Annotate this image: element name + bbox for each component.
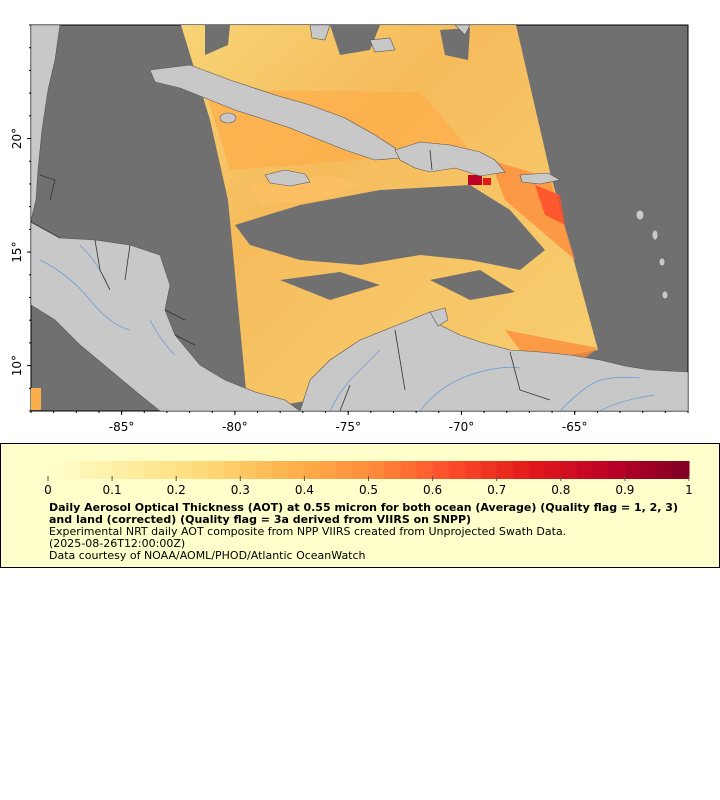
lat-tick-label: 20° xyxy=(10,128,24,149)
colorbar-cell xyxy=(64,461,81,479)
colorbar-tick-label: 0.5 xyxy=(359,483,378,497)
colorbar-tick-label: 0.9 xyxy=(615,483,634,497)
colorbar-tick-label: 0.3 xyxy=(231,483,250,497)
colorbar-cell xyxy=(240,461,257,479)
colorbar-cell xyxy=(96,461,113,479)
colorbar-cell xyxy=(80,461,97,479)
colorbar-cell xyxy=(224,461,241,479)
colorbar-cell xyxy=(448,461,466,479)
colorbar-cell xyxy=(416,461,434,479)
colorbar-tick-label: 0.1 xyxy=(103,483,122,497)
lon-tick-label: -85° xyxy=(109,420,135,434)
colorbar-cell xyxy=(384,461,402,479)
colorbar-cell xyxy=(624,461,642,479)
lon-tick-label: -65° xyxy=(562,420,588,434)
colorbar-tick-label: 0.4 xyxy=(295,483,314,497)
colorbar-cell xyxy=(160,461,177,479)
colorbar-cell xyxy=(640,461,658,479)
lat-tick-label: 15° xyxy=(10,241,24,262)
lon-tick-label: -75° xyxy=(335,420,361,434)
colorbar: 0 0.1 0.2 0.3 0.4 0.5 0.6 0.7 0.8 0.9 1 xyxy=(44,461,693,497)
colorbar-cell xyxy=(128,461,145,479)
colorbar-tick-label: 0 xyxy=(44,483,52,497)
country-borders xyxy=(31,149,551,411)
colorbar-cell xyxy=(608,461,626,479)
colorbar-tick-label: 1 xyxy=(685,483,693,497)
legend-subtitle: Experimental NRT daily AOT composite fro… xyxy=(49,525,567,538)
colorbar-cell xyxy=(192,461,209,479)
colorbar-cell xyxy=(112,461,129,479)
colorbar-cell xyxy=(480,461,498,479)
colorbar-cell xyxy=(320,461,337,479)
colorbar-cell xyxy=(592,461,610,479)
legend-title: Daily Aerosol Optical Thickness (AOT) at… xyxy=(49,501,678,526)
colorbar-cell xyxy=(304,461,321,479)
colorbar-cell xyxy=(256,461,273,479)
colorbar-cell xyxy=(672,461,690,479)
colorbar-tick-label: 0.8 xyxy=(551,483,570,497)
colorbar-cell xyxy=(544,461,562,479)
colorbar-cell xyxy=(400,461,418,479)
colorbar-cell xyxy=(208,461,225,479)
colorbar-cell xyxy=(176,461,193,479)
colorbar-cell xyxy=(656,461,674,479)
legend-credit: Data courtesy of NOAA/AOML/PHOD/Atlantic… xyxy=(49,549,366,562)
lat-tick-label: 10° xyxy=(10,355,24,376)
colorbar-cell xyxy=(352,461,369,479)
land-mass-icon xyxy=(31,25,688,411)
colorbar-tick-label: 0.6 xyxy=(423,483,442,497)
colorbar-cell xyxy=(48,461,65,479)
colorbar-tick-label: 0.7 xyxy=(487,483,506,497)
lon-tick-label: -70° xyxy=(449,420,475,434)
colorbar-cell xyxy=(336,461,353,479)
colorbar-cell xyxy=(496,461,514,479)
colorbar-tick-label: 0.2 xyxy=(167,483,186,497)
colorbar-cell xyxy=(464,461,482,479)
longitude-axis: -85° -80° -75° -70° -65° xyxy=(30,411,689,434)
colorbar-cell xyxy=(144,461,161,479)
legend-panel: 0 0.1 0.2 0.3 0.4 0.5 0.6 0.7 0.8 0.9 1 Daily Aero… xyxy=(0,443,720,568)
colorbar-cell xyxy=(528,461,546,479)
colorbar-cell xyxy=(432,461,450,479)
lon-tick-label: -80° xyxy=(222,420,248,434)
colorbar-cell xyxy=(512,461,530,479)
map-panel: -85° -80° -75° -70° -65° 10° 15° 20° xyxy=(10,24,689,434)
river-lines xyxy=(39,244,656,411)
colorbar-cell xyxy=(576,461,594,479)
colorbar-cell xyxy=(368,461,386,479)
colorbar-cell xyxy=(288,461,305,479)
legend-time: (2025-08-26T12:00:00Z) xyxy=(49,537,186,550)
latitude-axis: 10° 15° 20° xyxy=(10,24,31,412)
colorbar-cell xyxy=(560,461,578,479)
colorbar-cell xyxy=(272,461,289,479)
